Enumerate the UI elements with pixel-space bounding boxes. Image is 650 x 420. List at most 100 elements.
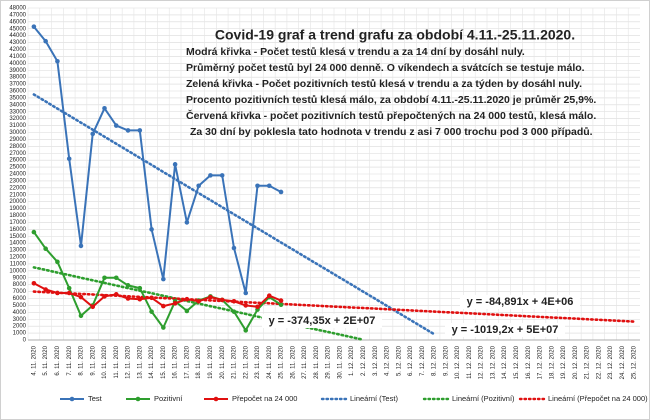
marker <box>125 296 131 301</box>
marker <box>278 298 284 303</box>
x-tick-label: 28. 11. 2020 <box>314 345 320 379</box>
x-tick-label: 22. 12. 2020 <box>596 345 602 379</box>
marker <box>266 183 272 189</box>
x-tick-label: 24. 11. 2020 <box>267 345 273 379</box>
x-tick-label: 25. 11. 2020 <box>279 345 285 379</box>
marker <box>102 105 107 111</box>
annotation: Procento pozitivních testů klesá málo, z… <box>186 94 596 106</box>
x-tick-label: 19. 11. 2020 <box>208 345 214 379</box>
marker <box>196 183 201 189</box>
y-tick-label: 31000 <box>9 123 26 129</box>
marker <box>113 292 119 297</box>
x-tick-label: 3. 12. 2020 <box>373 345 379 376</box>
legend-label: Lineární (Přepočet na 24 000) <box>548 394 648 403</box>
legend-label: Pozitivní <box>154 394 183 403</box>
y-tick-label: 18000 <box>9 213 26 219</box>
marker <box>90 304 96 310</box>
y-tick-label: 8000 <box>13 282 27 288</box>
x-tick-label: 21. 12. 2020 <box>585 345 591 379</box>
series-line <box>33 26 282 294</box>
marker <box>43 287 48 292</box>
legend-marker <box>213 396 219 402</box>
marker <box>196 298 201 304</box>
marker <box>243 303 249 308</box>
y-tick-label: 1000 <box>13 331 27 337</box>
x-tick-label: 6. 11. 2020 <box>55 345 61 375</box>
y-tick-label: 28000 <box>9 144 26 150</box>
y-tick-label: 5000 <box>13 303 27 309</box>
marker <box>231 245 237 251</box>
marker <box>231 298 237 304</box>
marker <box>66 156 72 162</box>
x-tick-label: 18. 11. 2020 <box>196 345 202 379</box>
y-tick-label: 33000 <box>9 109 26 115</box>
y-tick-label: 19000 <box>9 206 26 212</box>
x-tick-label: 26. 11. 2020 <box>290 345 296 379</box>
x-tick-label: 10. 11. 2020 <box>102 345 108 379</box>
marker <box>78 294 84 300</box>
y-tick-label: 42000 <box>9 47 26 53</box>
y-tick-label: 16000 <box>9 227 26 233</box>
marker <box>243 290 249 296</box>
marker <box>219 173 225 178</box>
x-tick-label: 9. 11. 2020 <box>90 345 96 375</box>
marker <box>149 309 154 314</box>
annotation: Červená křivka - počet pozitivních testů… <box>186 109 596 122</box>
marker <box>149 227 154 232</box>
equation-bg <box>460 295 580 309</box>
marker <box>172 301 178 306</box>
marker <box>125 128 131 133</box>
marker <box>31 229 37 235</box>
y-tick-label: 27000 <box>9 151 26 157</box>
legend-label: Lineární (Test) <box>350 394 398 403</box>
y-tick-label: 25000 <box>9 165 26 171</box>
y-tick-label: 34000 <box>9 102 26 108</box>
y-tick-label: 12000 <box>9 255 26 261</box>
annotation: Za 30 dní by poklesla tato hodnota v tre… <box>190 126 593 138</box>
chart-title: Covid-19 graf a trend grafu za období 4.… <box>215 27 575 43</box>
x-tick-label: 18. 12. 2020 <box>549 345 555 379</box>
marker <box>43 246 48 251</box>
marker <box>102 294 107 299</box>
y-tick-label: 46000 <box>9 19 26 25</box>
marker <box>161 276 166 282</box>
annotation: Průměrný počet testů byl 24 000 denně. O… <box>186 62 585 74</box>
x-tick-label: 23. 12. 2020 <box>608 345 614 379</box>
x-tick-label: 16. 12. 2020 <box>526 345 532 379</box>
equation: y = -374,35x + 2E+07 <box>269 315 376 327</box>
marker <box>161 325 166 330</box>
trendline <box>32 93 436 336</box>
y-tick-label: 0 <box>23 338 27 344</box>
y-tick-label: 22000 <box>9 185 26 191</box>
y-tick-label: 39000 <box>9 68 26 74</box>
y-tick-label: 3000 <box>13 317 27 323</box>
marker <box>78 243 84 249</box>
x-tick-label: 17. 12. 2020 <box>538 345 544 379</box>
y-tick-label: 40000 <box>9 61 26 67</box>
x-tick-label: 8. 12. 2020 <box>432 345 438 376</box>
y-tick-label: 7000 <box>13 289 27 295</box>
marker <box>137 128 143 133</box>
marker <box>255 304 260 310</box>
marker <box>78 313 84 319</box>
marker <box>184 220 190 225</box>
y-tick-label: 44000 <box>9 33 26 39</box>
x-tick-label: 9. 12. 2020 <box>443 345 449 376</box>
y-tick-label: 11000 <box>10 261 27 267</box>
y-tick-label: 47000 <box>9 12 26 18</box>
marker <box>149 295 154 301</box>
y-tick-label: 41000 <box>9 54 26 60</box>
equation: y = -84,891x + 4E+06 <box>467 296 574 308</box>
marker <box>266 293 272 299</box>
y-tick-label: 15000 <box>9 234 26 240</box>
marker <box>172 162 178 167</box>
marker <box>184 308 190 314</box>
y-tick-label: 14000 <box>9 241 26 247</box>
y-tick-label: 45000 <box>9 26 26 32</box>
equation-bg <box>445 323 565 337</box>
x-tick-label: 22. 11. 2020 <box>243 345 249 379</box>
x-tick-label: 21. 11. 2020 <box>232 345 238 379</box>
marker <box>90 131 96 137</box>
x-tick-label: 4. 11. 2020 <box>31 345 37 375</box>
marker <box>219 297 225 303</box>
